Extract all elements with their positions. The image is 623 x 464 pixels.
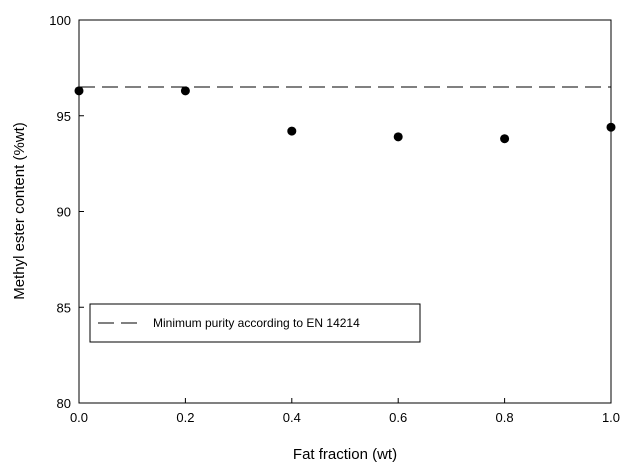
y-tick-label: 90 [57,205,71,220]
y-tick-label: 80 [57,396,71,411]
y-tick-label: 100 [49,13,71,28]
x-tick-label: 1.0 [602,410,620,425]
tick-labels: 0.0 0.2 0.4 0.6 0.8 1.0 80 85 90 95 100 [49,13,620,425]
x-tick-label: 0.4 [283,410,301,425]
plot-frame [78,19,612,404]
data-point [74,86,84,96]
x-axis-title: Fat fraction (wt) [293,446,397,463]
data-point [500,134,510,144]
data-points [74,86,616,144]
legend-box [89,303,421,343]
x-tick-label: 0.0 [70,410,88,425]
data-point [287,126,297,136]
axis-ticks [78,19,612,404]
y-tick-label: 95 [57,109,71,124]
y-axis-title: Methyl ester content (%wt) [11,122,28,300]
legend: Minimum purity according to EN 14214 [89,303,421,343]
x-tick-label: 0.6 [389,410,407,425]
data-point [606,122,616,132]
legend-entry-label: Minimum purity according to EN 14214 [153,316,360,330]
data-point [393,132,403,142]
x-tick-label: 0.8 [496,410,514,425]
data-point [180,86,190,96]
x-tick-label: 0.2 [176,410,194,425]
y-tick-label: 85 [57,300,71,315]
